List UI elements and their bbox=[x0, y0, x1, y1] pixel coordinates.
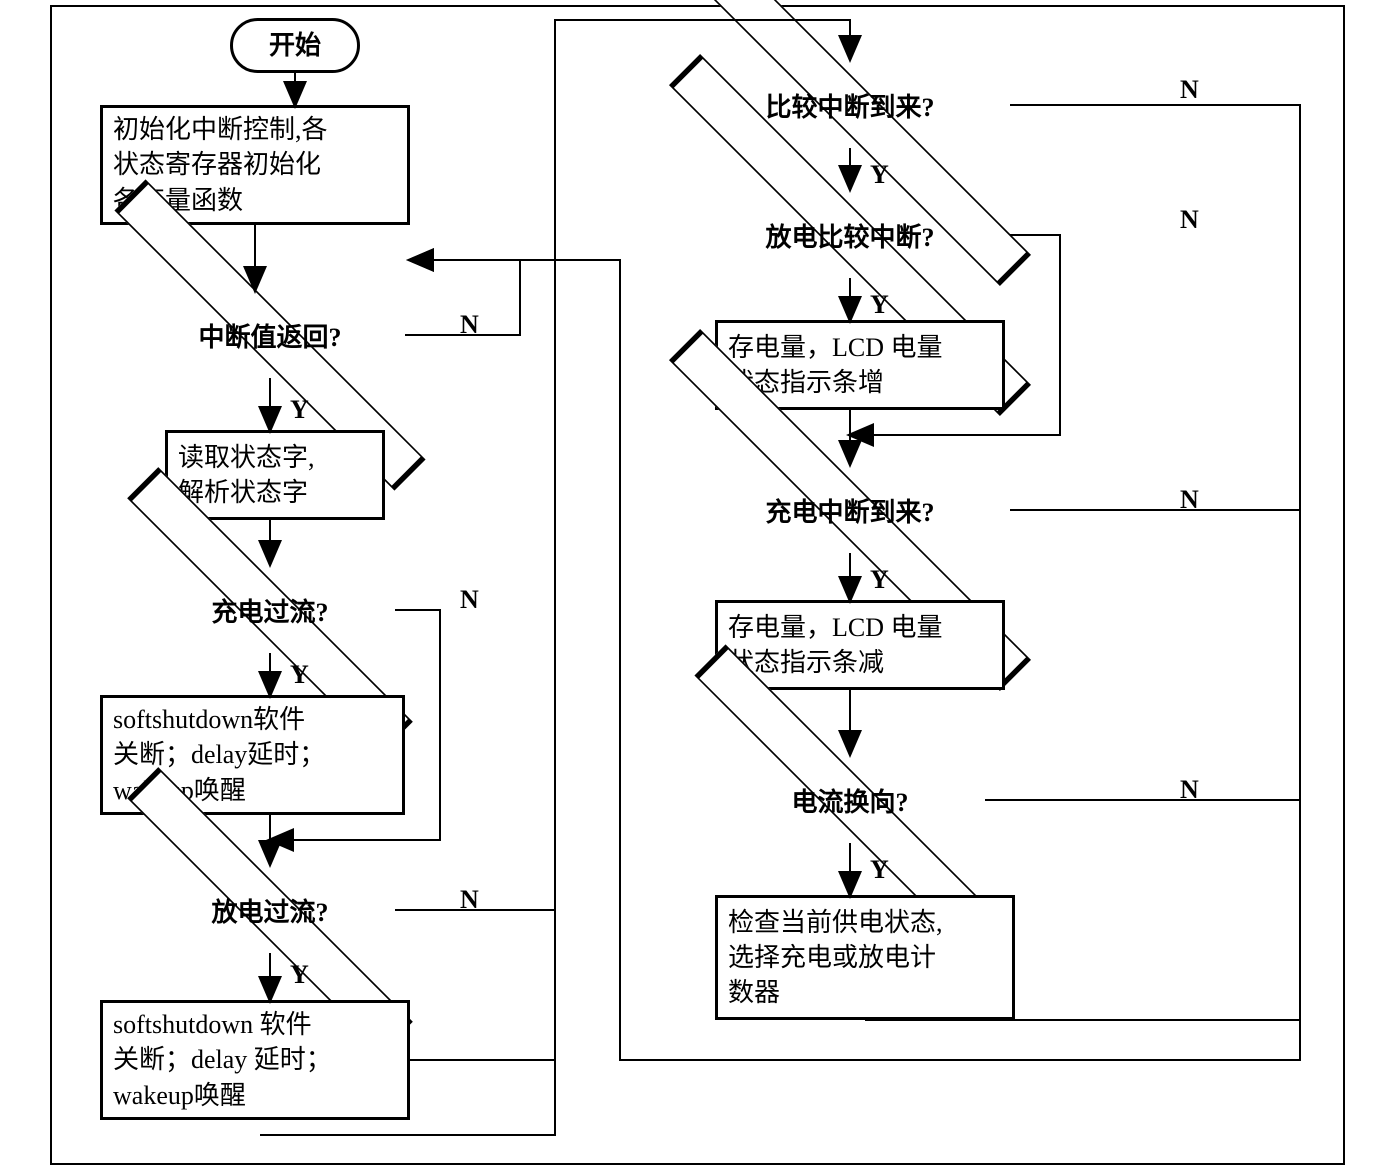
current-rev-decision: 电流换向? bbox=[740, 760, 960, 840]
discharge-oc-decision: 放电过流? bbox=[170, 870, 370, 950]
edge-label: N bbox=[460, 585, 479, 615]
charge-oc-label: 充电过流? bbox=[211, 592, 328, 629]
edge-label: N bbox=[1180, 205, 1199, 235]
discharge-oc-label: 放电过流? bbox=[211, 892, 328, 929]
edge-label: Y bbox=[290, 960, 309, 990]
current-rev-label: 电流换向? bbox=[791, 782, 908, 819]
int-return-decision: 中断值返回? bbox=[160, 295, 380, 375]
edge-label: N bbox=[1180, 485, 1199, 515]
dis-cmp-int-label: 放电比较中断? bbox=[765, 217, 934, 254]
charge-int-decision: 充电中断到来? bbox=[720, 470, 980, 550]
edge-label: Y bbox=[870, 290, 889, 320]
charge-oc-decision: 充电过流? bbox=[170, 570, 370, 650]
edge-label: Y bbox=[290, 660, 309, 690]
edge-label: N bbox=[1180, 75, 1199, 105]
dis-cmp-int-decision: 放电比较中断? bbox=[720, 195, 980, 275]
edge-label: Y bbox=[870, 160, 889, 190]
edge-label: Y bbox=[290, 395, 309, 425]
cmp-int-decision: 比较中断到来? bbox=[720, 65, 980, 145]
charge-int-label: 充电中断到来? bbox=[765, 492, 934, 529]
edge-label: N bbox=[460, 885, 479, 915]
edge-label: Y bbox=[870, 565, 889, 595]
edge-label: N bbox=[1180, 775, 1199, 805]
cmp-int-label: 比较中断到来? bbox=[765, 87, 934, 124]
edge-label: Y bbox=[870, 855, 889, 885]
edge-label: N bbox=[460, 310, 479, 340]
flowchart-canvas: 开始 初始化中断控制,各状态寄存器初始化各变量函数 中断值返回? 读取状态字,解… bbox=[0, 0, 1385, 1173]
int-return-label: 中断值返回? bbox=[198, 317, 341, 354]
